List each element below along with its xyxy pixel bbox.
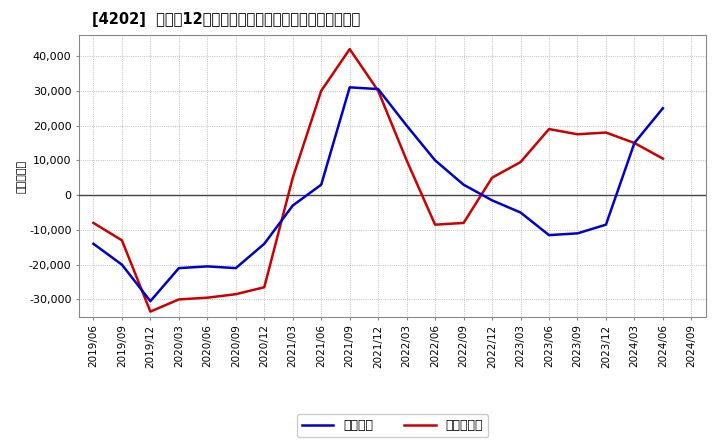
- 当期純利益: [459, 220, 468, 226]
- 当期純利益: [516, 159, 525, 165]
- 当期純利益: [630, 140, 639, 146]
- 当期純利益: [146, 309, 155, 314]
- 経常利益: [659, 106, 667, 111]
- 当期純利益: [203, 295, 212, 301]
- 経常利益: [402, 123, 411, 128]
- Text: [4202]  利益だ12か月移動合計の対前年同期増減額の推移: [4202] 利益だ12か月移動合計の対前年同期増減額の推移: [91, 12, 360, 27]
- 経常利益: [89, 241, 98, 246]
- 経常利益: [431, 158, 439, 163]
- 経常利益: [117, 262, 126, 267]
- 当期純利益: [659, 156, 667, 161]
- Line: 経常利益: 経常利益: [94, 88, 663, 301]
- 経常利益: [459, 182, 468, 187]
- 経常利益: [174, 265, 183, 271]
- 経常利益: [487, 198, 496, 203]
- 当期純利益: [260, 285, 269, 290]
- 当期純利益: [232, 292, 240, 297]
- 経常利益: [516, 210, 525, 215]
- Line: 当期純利益: 当期純利益: [94, 49, 663, 312]
- 当期純利益: [174, 297, 183, 302]
- 経常利益: [374, 86, 382, 92]
- 経常利益: [203, 264, 212, 269]
- 当期純利益: [402, 158, 411, 163]
- 当期純利益: [545, 126, 554, 132]
- 経常利益: [602, 222, 611, 227]
- 当期純利益: [602, 130, 611, 135]
- 当期純利益: [346, 47, 354, 52]
- 経常利益: [545, 232, 554, 238]
- 経常利益: [232, 265, 240, 271]
- Legend: 経常利益, 当期純利益: 経常利益, 当期純利益: [297, 414, 488, 437]
- Y-axis label: （百万円）: （百万円）: [16, 159, 26, 193]
- 当期純利益: [289, 175, 297, 180]
- 当期純利益: [431, 222, 439, 227]
- 当期純利益: [573, 132, 582, 137]
- 当期純利益: [117, 238, 126, 243]
- 当期純利益: [374, 88, 382, 93]
- 経常利益: [630, 140, 639, 146]
- 経常利益: [146, 298, 155, 304]
- 当期純利益: [487, 175, 496, 180]
- 経常利益: [573, 231, 582, 236]
- 経常利益: [289, 203, 297, 208]
- 経常利益: [260, 241, 269, 246]
- 当期純利益: [317, 88, 325, 93]
- 経常利益: [317, 182, 325, 187]
- 当期純利益: [89, 220, 98, 226]
- 経常利益: [346, 85, 354, 90]
